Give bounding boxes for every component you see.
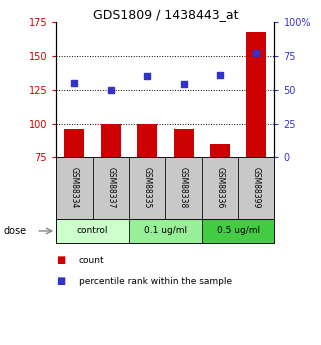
Bar bbox=[56, 219, 129, 243]
Text: GSM88338: GSM88338 bbox=[179, 167, 188, 209]
Text: ■: ■ bbox=[56, 256, 65, 265]
Bar bbox=[64, 129, 84, 157]
Point bbox=[181, 82, 186, 87]
Bar bbox=[92, 157, 129, 219]
Bar bbox=[137, 124, 157, 157]
Text: ■: ■ bbox=[56, 276, 65, 286]
Point bbox=[108, 87, 113, 93]
Bar bbox=[210, 144, 230, 157]
Point bbox=[144, 73, 150, 79]
Text: GSM88399: GSM88399 bbox=[252, 167, 261, 209]
Text: dose: dose bbox=[3, 226, 26, 236]
Bar bbox=[56, 157, 92, 219]
Bar bbox=[173, 129, 194, 157]
Text: GSM88334: GSM88334 bbox=[70, 167, 79, 209]
Text: control: control bbox=[77, 226, 108, 235]
Title: GDS1809 / 1438443_at: GDS1809 / 1438443_at bbox=[92, 8, 238, 21]
Text: 0.5 ug/ml: 0.5 ug/ml bbox=[216, 226, 260, 235]
Bar bbox=[246, 32, 266, 157]
Text: GSM88335: GSM88335 bbox=[143, 167, 152, 209]
Text: GSM88337: GSM88337 bbox=[106, 167, 115, 209]
Text: count: count bbox=[79, 256, 104, 265]
Bar bbox=[129, 219, 202, 243]
Bar bbox=[101, 124, 121, 157]
Bar bbox=[202, 157, 238, 219]
Bar bbox=[129, 157, 165, 219]
Bar bbox=[202, 219, 274, 243]
Bar bbox=[238, 157, 274, 219]
Point bbox=[254, 51, 259, 56]
Point bbox=[72, 80, 77, 86]
Bar bbox=[165, 157, 202, 219]
Text: percentile rank within the sample: percentile rank within the sample bbox=[79, 277, 232, 286]
Text: 0.1 ug/ml: 0.1 ug/ml bbox=[144, 226, 187, 235]
Text: GSM88336: GSM88336 bbox=[215, 167, 224, 209]
Point bbox=[217, 72, 222, 78]
